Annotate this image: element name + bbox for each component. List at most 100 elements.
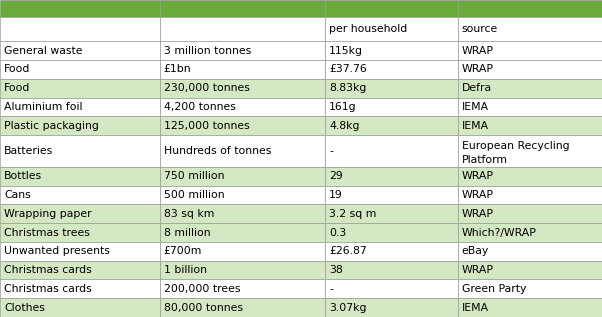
Bar xyxy=(0,41,160,60)
Bar xyxy=(325,280,458,298)
Bar xyxy=(325,242,458,261)
Bar xyxy=(160,135,325,167)
Bar xyxy=(160,41,325,60)
Text: 1 billion: 1 billion xyxy=(164,265,206,275)
Bar xyxy=(0,261,160,280)
Text: 4.8kg: 4.8kg xyxy=(329,121,359,131)
Text: Green Party: Green Party xyxy=(462,284,526,294)
Text: 3.07kg: 3.07kg xyxy=(329,303,367,313)
Text: Plastic packaging: Plastic packaging xyxy=(4,121,99,131)
Bar xyxy=(160,98,325,116)
Bar xyxy=(160,280,325,298)
Text: 500 million: 500 million xyxy=(164,190,224,200)
Text: -: - xyxy=(329,284,333,294)
Bar xyxy=(0,204,160,223)
Bar xyxy=(325,261,458,280)
Text: IEMA: IEMA xyxy=(462,121,489,131)
Text: per household: per household xyxy=(329,24,408,34)
Bar xyxy=(325,0,458,17)
Text: 80,000 tonnes: 80,000 tonnes xyxy=(164,303,243,313)
Bar xyxy=(325,79,458,98)
Bar xyxy=(458,116,602,135)
Bar xyxy=(325,204,458,223)
Text: Aluminium foil: Aluminium foil xyxy=(4,102,82,112)
Bar xyxy=(458,204,602,223)
Bar xyxy=(325,98,458,116)
Bar xyxy=(325,60,458,79)
Bar xyxy=(0,298,160,317)
Text: eBay: eBay xyxy=(462,246,489,256)
Bar xyxy=(0,79,160,98)
Bar xyxy=(160,116,325,135)
Text: £26.87: £26.87 xyxy=(329,246,367,256)
Text: Unwanted presents: Unwanted presents xyxy=(4,246,110,256)
Bar xyxy=(458,185,602,204)
Bar xyxy=(325,185,458,204)
Text: IEMA: IEMA xyxy=(462,303,489,313)
Bar xyxy=(160,223,325,242)
Bar xyxy=(0,17,160,41)
Text: Food: Food xyxy=(4,83,30,93)
Text: 3 million tonnes: 3 million tonnes xyxy=(164,46,251,55)
Text: Batteries: Batteries xyxy=(4,146,53,156)
Bar xyxy=(458,298,602,317)
Bar xyxy=(0,0,160,17)
Bar xyxy=(160,261,325,280)
Bar xyxy=(325,298,458,317)
Text: WRAP: WRAP xyxy=(462,64,494,74)
Bar xyxy=(458,167,602,185)
Bar xyxy=(0,116,160,135)
Text: Christmas trees: Christmas trees xyxy=(4,228,90,237)
Text: Hundreds of tonnes: Hundreds of tonnes xyxy=(164,146,271,156)
Text: 29: 29 xyxy=(329,171,343,181)
Bar xyxy=(0,280,160,298)
Text: £700m: £700m xyxy=(164,246,202,256)
Bar xyxy=(458,223,602,242)
Text: Food: Food xyxy=(4,64,30,74)
Bar xyxy=(0,185,160,204)
Text: Platform: Platform xyxy=(462,155,507,165)
Bar xyxy=(160,0,325,17)
Bar xyxy=(0,223,160,242)
Text: 3.2 sq m: 3.2 sq m xyxy=(329,209,376,219)
Bar xyxy=(458,242,602,261)
Bar xyxy=(458,60,602,79)
Text: £1bn: £1bn xyxy=(164,64,191,74)
Bar xyxy=(0,60,160,79)
Bar xyxy=(0,167,160,185)
Text: 115kg: 115kg xyxy=(329,46,363,55)
Text: General waste: General waste xyxy=(4,46,82,55)
Text: IEMA: IEMA xyxy=(462,102,489,112)
Text: Bottles: Bottles xyxy=(4,171,42,181)
Bar xyxy=(458,135,602,167)
Bar xyxy=(458,261,602,280)
Bar xyxy=(458,79,602,98)
Text: European Recycling: European Recycling xyxy=(462,141,569,151)
Text: 125,000 tonnes: 125,000 tonnes xyxy=(164,121,249,131)
Text: 19: 19 xyxy=(329,190,343,200)
Text: Christmas cards: Christmas cards xyxy=(4,265,92,275)
Text: 83 sq km: 83 sq km xyxy=(164,209,214,219)
Bar xyxy=(0,98,160,116)
Bar xyxy=(325,41,458,60)
Text: Cans: Cans xyxy=(4,190,31,200)
Bar xyxy=(325,17,458,41)
Bar xyxy=(160,242,325,261)
Text: Clothes: Clothes xyxy=(4,303,45,313)
Text: WRAP: WRAP xyxy=(462,171,494,181)
Text: 4,200 tonnes: 4,200 tonnes xyxy=(164,102,235,112)
Text: 38: 38 xyxy=(329,265,343,275)
Bar xyxy=(160,17,325,41)
Bar xyxy=(160,185,325,204)
Bar xyxy=(160,204,325,223)
Text: Defra: Defra xyxy=(462,83,492,93)
Bar xyxy=(458,0,602,17)
Bar xyxy=(325,116,458,135)
Text: 8 million: 8 million xyxy=(164,228,210,237)
Bar xyxy=(458,280,602,298)
Bar xyxy=(160,79,325,98)
Bar xyxy=(0,135,160,167)
Text: 230,000 tonnes: 230,000 tonnes xyxy=(164,83,249,93)
Text: WRAP: WRAP xyxy=(462,46,494,55)
Bar xyxy=(325,223,458,242)
